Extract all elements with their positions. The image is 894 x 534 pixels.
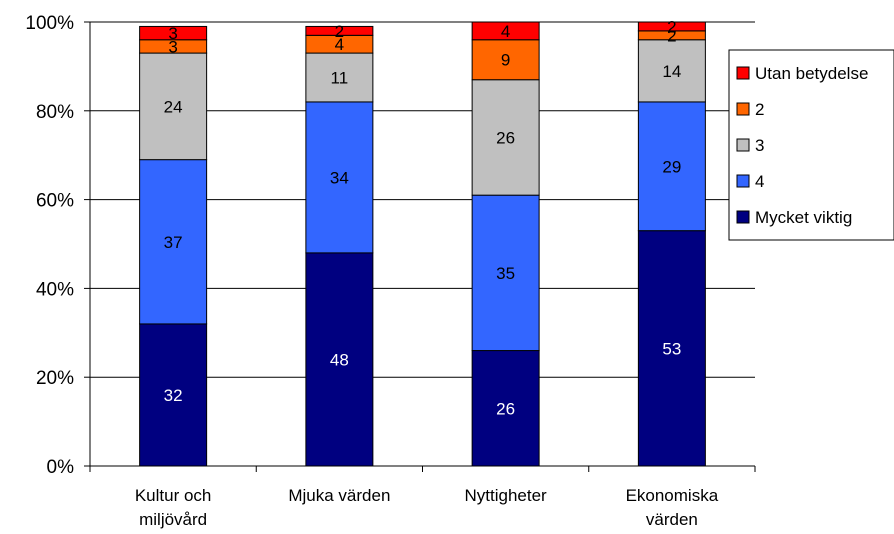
y-tick-label: 100%: [25, 13, 74, 34]
bar-segment: [471, 39, 540, 81]
y-tick-label: 0%: [47, 457, 75, 478]
axes: [84, 21, 756, 472]
data-label: 35: [496, 264, 515, 283]
bar-segment: [139, 323, 208, 467]
y-tick-label: 80%: [36, 102, 74, 123]
bar-segment: [139, 159, 208, 325]
bar-segment: [305, 25, 374, 36]
bar-segment: [637, 101, 706, 232]
legend-swatch: [736, 210, 750, 224]
category-labels: Kultur och miljövård Mjuka värden Nyttighet…: [135, 486, 719, 529]
legend-label: 4: [755, 172, 764, 191]
data-label: 9: [501, 51, 510, 70]
data-label: 4: [335, 35, 344, 54]
legend-label: 2: [755, 100, 764, 119]
data-label: 26: [496, 399, 515, 418]
data-label: 53: [662, 339, 681, 358]
y-tick-label: 40%: [36, 279, 74, 300]
data-label: 3: [168, 24, 177, 43]
bar-segment: [637, 230, 706, 467]
y-tick-label: 60%: [36, 191, 74, 212]
data-label: 29: [662, 157, 681, 176]
legend-label: Mycket viktig: [755, 208, 852, 227]
data-label: 26: [496, 128, 515, 147]
data-label: 32: [164, 386, 183, 405]
data-label: 2: [667, 17, 676, 36]
legend-label: 3: [755, 136, 764, 155]
data-label: 2: [667, 26, 676, 45]
data-label: 34: [330, 168, 349, 187]
legend-swatch: [736, 102, 750, 116]
bar-segment: [471, 350, 540, 467]
bar-segment: [471, 79, 540, 196]
data-label: 14: [662, 62, 681, 81]
y-tick-label: 20%: [36, 368, 74, 389]
data-label: 3: [168, 37, 177, 56]
legend-label: Utan betydelse: [755, 64, 868, 83]
category-label: Nyttigheter: [465, 486, 548, 505]
bar-segment: [305, 252, 374, 467]
data-label: 11: [331, 69, 349, 88]
legend: Utan betydelse 2 3 4 Mycket viktig: [728, 49, 894, 241]
category-label: Kultur och miljövård: [135, 486, 212, 529]
bar-segment: [471, 21, 540, 41]
category-label: Ekonomiska värden: [626, 486, 719, 529]
legend-box: [728, 49, 894, 241]
legend-swatch: [736, 174, 750, 188]
bar-segment: [305, 52, 374, 103]
category-label: Mjuka värden: [288, 486, 390, 505]
data-label: 24: [164, 97, 183, 116]
bar-segment: [637, 39, 706, 103]
legend-swatch: [736, 66, 750, 80]
bar-segment: [139, 25, 208, 41]
data-label: 2: [335, 22, 344, 41]
data-label: 37: [164, 233, 183, 252]
y-tick-labels: 0% 20% 40% 60% 80% 100%: [25, 13, 74, 478]
data-label: 48: [330, 350, 349, 369]
bar-segment: [305, 101, 374, 254]
data-label: 4: [501, 22, 510, 41]
legend-swatch: [736, 138, 750, 152]
bar-segment: [637, 21, 706, 32]
